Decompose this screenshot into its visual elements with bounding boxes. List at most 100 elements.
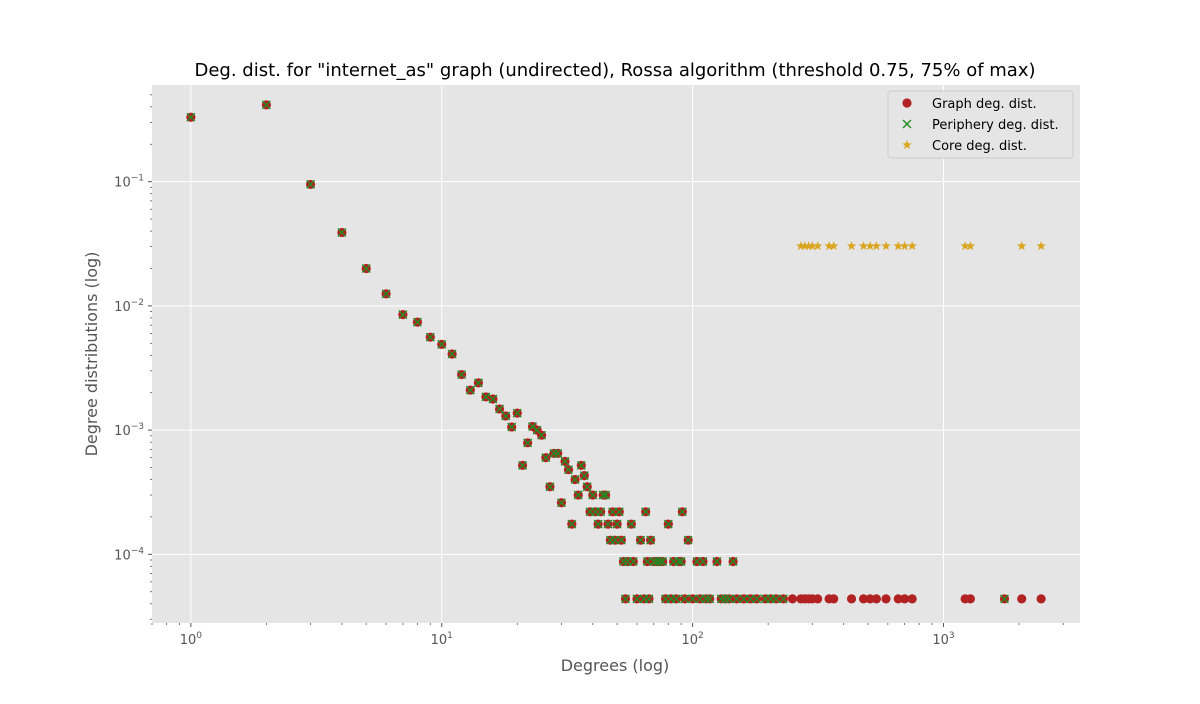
x-marker-stroke: [425, 332, 435, 342]
x-marker-stroke: [447, 349, 457, 359]
periphery-point: [999, 594, 1009, 604]
grid-lines: [152, 85, 1080, 623]
graph-point: [893, 594, 903, 604]
x-marker-stroke: [752, 594, 762, 604]
core-point: [893, 241, 903, 251]
x-marker-stroke: [518, 460, 528, 470]
periphery-point: [716, 594, 726, 604]
plot-area: [152, 85, 1080, 623]
x-marker-stroke: [593, 519, 603, 529]
periphery-point: [588, 490, 598, 500]
x-marker-stroke: [612, 519, 622, 529]
x-marker-stroke: [618, 557, 628, 567]
x-marker-stroke: [680, 594, 690, 604]
periphery-point: [563, 465, 573, 475]
x-marker-stroke: [560, 456, 570, 466]
x-marker-stroke: [567, 519, 577, 529]
periphery-point: [425, 332, 435, 342]
x-marker-stroke: [186, 112, 196, 122]
x-marker-stroke: [614, 507, 624, 517]
periphery-point: [658, 557, 668, 567]
periphery-point: [512, 408, 522, 418]
x-tick-label: 103: [932, 631, 954, 648]
x-marker-stroke: [739, 594, 749, 604]
x-tick-label: 102: [681, 631, 703, 648]
periphery-point: [541, 453, 551, 463]
periphery-point: [186, 112, 196, 122]
x-marker-stroke: [541, 453, 551, 463]
periphery-point: [698, 557, 708, 567]
x-marker-stroke: [532, 425, 542, 435]
x-marker-stroke: [902, 119, 912, 129]
periphery-point: [636, 535, 646, 545]
y-axis-ticks: 10−4 10−3 10−2 10−1: [114, 174, 152, 563]
periphery-point: [412, 317, 422, 327]
x-marker-stroke: [626, 519, 636, 529]
y-tick-label: 10−3: [114, 422, 144, 439]
periphery-point: [465, 385, 475, 395]
x-marker-stroke: [579, 471, 589, 481]
periphery-point: [732, 594, 742, 604]
x-marker-stroke: [610, 535, 620, 545]
periphery-point: [688, 594, 698, 604]
periphery-point: [518, 460, 528, 470]
core-point: [871, 241, 882, 251]
x-marker-stroke: [608, 507, 618, 517]
x-marker-stroke: [549, 448, 559, 458]
periphery-point: [582, 482, 592, 492]
periphery-point: [771, 594, 781, 604]
x-marker-stroke: [677, 507, 687, 517]
periphery-point: [628, 557, 638, 567]
x-marker-stroke: [495, 404, 505, 414]
x-marker-stroke: [620, 594, 630, 604]
x-axis-ticks: 100 101 102 103: [180, 623, 955, 648]
x-marker-stroke: [398, 310, 408, 320]
x-marker-stroke: [688, 594, 698, 604]
periphery-point: [616, 535, 626, 545]
core-point: [800, 241, 810, 251]
periphery-point: [620, 594, 630, 604]
x-marker-stroke: [488, 394, 498, 404]
x-marker-stroke: [563, 465, 573, 475]
x-marker-stroke: [437, 339, 447, 349]
x-marker-stroke: [556, 498, 566, 508]
periphery-point: [488, 394, 498, 404]
x-axis-label: Degrees (log): [561, 656, 670, 675]
periphery-point: [680, 594, 690, 604]
core-point: [960, 241, 970, 251]
periphery-point: [261, 100, 271, 110]
periphery-point: [683, 535, 693, 545]
x-marker-stroke: [655, 557, 665, 567]
legend-marker-periphery: [902, 119, 912, 129]
x-marker-stroke: [306, 179, 316, 189]
periphery-point: [523, 438, 533, 448]
periphery-point: [579, 471, 589, 481]
core-point: [796, 241, 806, 251]
periphery-point: [655, 557, 665, 567]
periphery-point: [556, 498, 566, 508]
x-marker-stroke: [999, 594, 1009, 604]
x-marker-stroke: [601, 490, 611, 500]
periphery-point-series: [186, 100, 1009, 604]
core-point: [881, 241, 891, 251]
x-marker-stroke: [716, 594, 726, 604]
x-marker-stroke: [646, 535, 656, 545]
x-marker-stroke: [457, 370, 467, 380]
x-marker-stroke: [582, 482, 592, 492]
periphery-point: [644, 594, 654, 604]
x-marker-stroke: [658, 557, 668, 567]
graph-point: [846, 594, 857, 604]
x-tick-label: 100: [180, 631, 203, 648]
x-marker-stroke: [512, 408, 522, 418]
legend-box: [887, 90, 1074, 159]
x-marker-stroke: [642, 557, 652, 567]
periphery-point: [612, 519, 622, 529]
x-marker-stroke: [628, 557, 638, 567]
x-marker-stroke: [636, 535, 646, 545]
x-marker-stroke: [361, 263, 371, 273]
x-marker-stroke: [527, 421, 537, 431]
periphery-point: [642, 557, 652, 567]
periphery-point: [507, 422, 517, 432]
minor-ticks: [150, 94, 1064, 625]
